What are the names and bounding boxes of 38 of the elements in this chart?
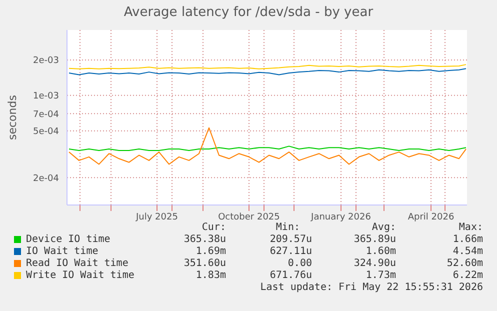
- text: 1.83m: [196, 270, 226, 281]
- text: 365.38u: [184, 234, 226, 245]
- text: 4.54m: [452, 246, 483, 257]
- text: Max:: [458, 222, 483, 233]
- y-tick-label: 1e-03: [33, 92, 59, 102]
- y-axis-title: seconds: [6, 95, 18, 140]
- x-tick-label: April 2026: [408, 212, 454, 222]
- line-series: [68, 68, 466, 76]
- legend-label: Read IO Wait time: [26, 258, 128, 269]
- text: 52.60m: [446, 258, 483, 269]
- x-tick-label: January 2026: [310, 212, 372, 222]
- legend-label: Device IO time: [26, 234, 110, 245]
- y-tick-label: 7e-04: [33, 110, 60, 120]
- text: 209.57u: [270, 234, 312, 245]
- chart-title: Average latency for /dev/sda - by year: [122, 5, 374, 20]
- text: 1.60m: [366, 246, 396, 257]
- legend-label: IO Wait time: [26, 246, 98, 257]
- text: Avg:: [372, 222, 396, 233]
- y-tick-label: 2e-03: [33, 56, 59, 66]
- text: Last update: Fri May 22 15:55:31 2026: [260, 282, 483, 293]
- text: 0.00: [288, 258, 312, 269]
- text: 6.22m: [452, 270, 483, 281]
- x-tick-label: July 2025: [135, 212, 178, 222]
- text: 365.89u: [354, 234, 396, 245]
- text: Cur:: [202, 222, 226, 233]
- text: 1.66m: [452, 234, 483, 245]
- y-tick-label: 5e-04: [33, 127, 60, 138]
- text: 1.69m: [196, 246, 226, 257]
- text: 671.76u: [270, 270, 312, 281]
- y-tick-label: 2e-04: [33, 174, 60, 184]
- legend-label: Write IO Wait time: [26, 270, 134, 281]
- text: 324.90u: [354, 258, 396, 269]
- text: 351.60u: [184, 258, 226, 269]
- x-tick-label: October 2025: [218, 212, 280, 222]
- line-series: [68, 127, 466, 165]
- text: Min:: [276, 222, 300, 233]
- text: 627.11u: [270, 246, 312, 257]
- text: 1.73m: [366, 270, 396, 281]
